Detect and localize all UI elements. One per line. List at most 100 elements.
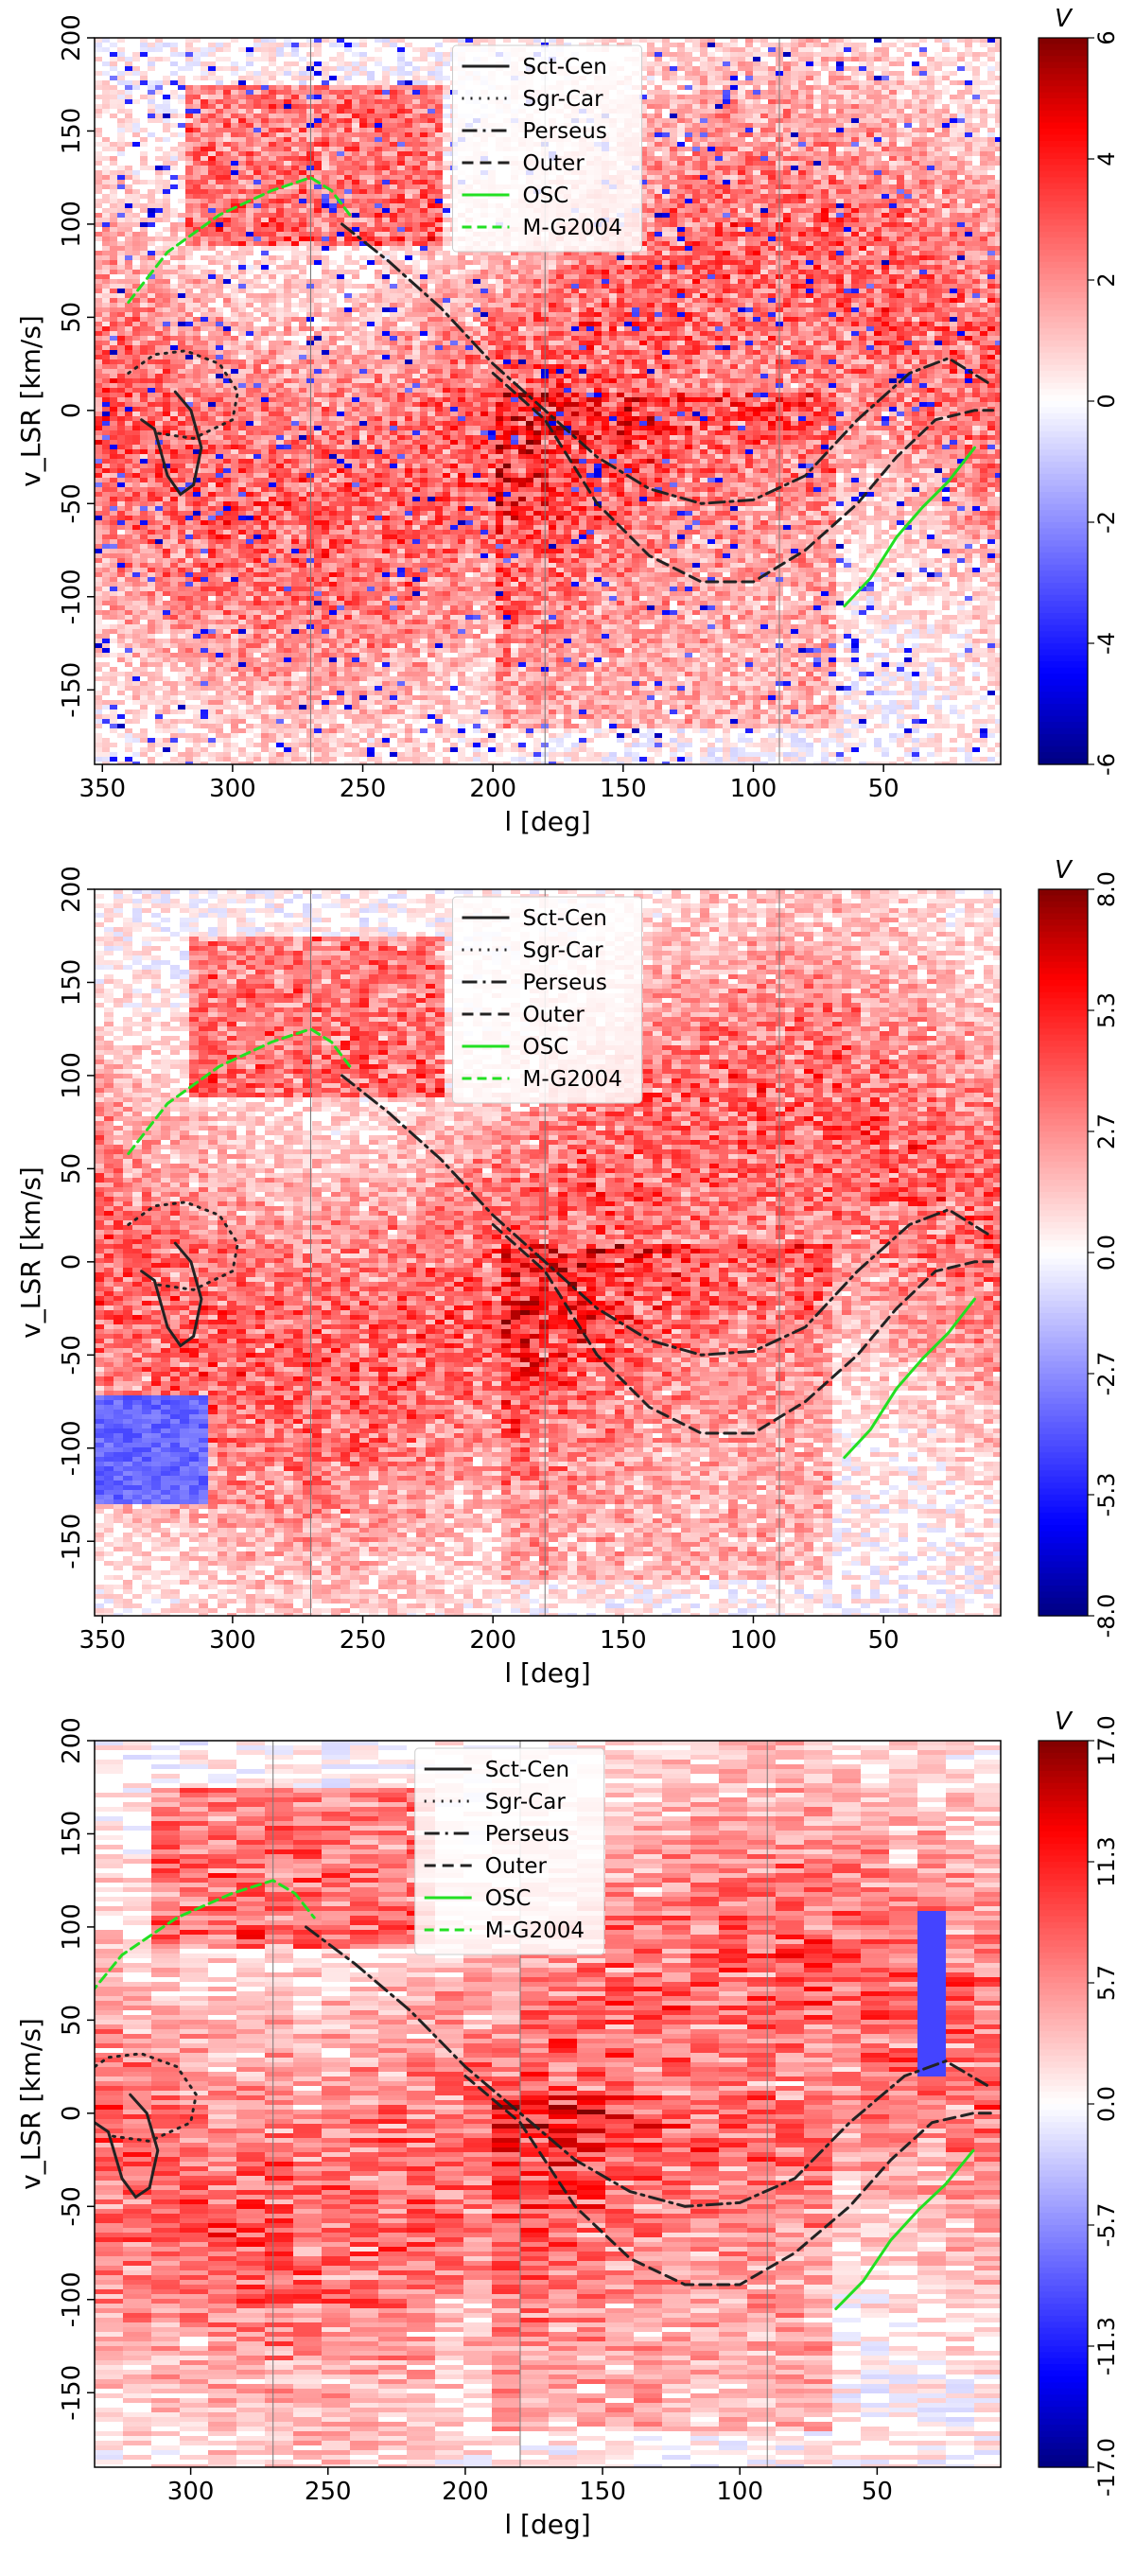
heatmap-cell — [185, 610, 193, 615]
heatmap-cell — [117, 359, 125, 364]
heatmap-cell — [163, 331, 170, 336]
heatmap-cell — [208, 497, 216, 501]
heatmap-cell — [329, 743, 337, 747]
heatmap-cell — [238, 331, 246, 336]
heatmap-cell — [337, 307, 344, 312]
heatmap-cell — [208, 175, 216, 180]
heatmap-cell — [337, 449, 344, 454]
heatmap-cell — [352, 762, 359, 764]
heatmap-cell — [208, 752, 216, 757]
heatmap-cell — [155, 572, 163, 577]
heatmap-cell — [231, 757, 238, 762]
heatmap-cell — [284, 412, 291, 416]
heatmap-cell — [246, 359, 253, 364]
heatmap-cell — [132, 274, 140, 279]
heatmap-cell — [140, 317, 148, 322]
heatmap-cell — [216, 520, 223, 525]
heatmap-cell — [231, 99, 238, 104]
heatmap-cell — [367, 99, 375, 104]
heatmap-cell — [155, 435, 163, 440]
heatmap-cell — [359, 203, 367, 208]
heatmap-cell — [216, 681, 223, 686]
heatmap-cell — [163, 397, 170, 402]
heatmap-cell — [269, 762, 276, 764]
heatmap-cell — [140, 492, 148, 497]
heatmap-cell — [216, 255, 223, 260]
heatmap-cell — [132, 251, 140, 255]
heatmap-cell — [102, 341, 110, 345]
heatmap-cell — [148, 90, 155, 95]
heatmap-cell — [201, 624, 208, 629]
heatmap-cell — [314, 563, 322, 568]
heatmap-cell — [201, 686, 208, 691]
heatmap-cell — [269, 539, 276, 544]
heatmap-cell — [193, 303, 201, 307]
heatmap-cell — [253, 213, 261, 218]
heatmap-cell — [284, 218, 291, 222]
heatmap-cell — [314, 255, 322, 260]
heatmap-cell — [344, 539, 352, 544]
heatmap-cell — [110, 161, 117, 166]
heatmap-cell — [95, 700, 102, 705]
heatmap-cell — [322, 728, 329, 733]
heatmap-cell — [148, 634, 155, 639]
heatmap-cell — [178, 341, 185, 345]
heatmap-cell — [132, 397, 140, 402]
heatmap-cell — [125, 672, 132, 676]
heatmap-cell — [155, 170, 163, 175]
heatmap-cell — [269, 530, 276, 534]
heatmap-cell — [231, 345, 238, 350]
heatmap-cell — [163, 118, 170, 123]
heatmap-cell — [117, 388, 125, 393]
heatmap-cell — [253, 175, 261, 180]
heatmap-cell — [110, 184, 117, 189]
heatmap-cell — [110, 487, 117, 492]
heatmap-cell — [238, 620, 246, 624]
heatmap-cell — [359, 218, 367, 222]
heatmap-cell — [216, 596, 223, 601]
heatmap-cell — [201, 123, 208, 128]
heatmap-cell — [344, 118, 352, 123]
heatmap-cell — [178, 184, 185, 189]
heatmap-cell — [125, 520, 132, 525]
heatmap-cell — [238, 459, 246, 464]
heatmap-cell — [132, 511, 140, 516]
heatmap-cell — [284, 350, 291, 355]
heatmap-cell — [201, 615, 208, 620]
heatmap-cell — [299, 279, 306, 284]
heatmap-cell — [95, 284, 102, 289]
heatmap-cell — [253, 137, 261, 142]
heatmap-cell — [208, 312, 216, 317]
heatmap-cell — [291, 653, 299, 657]
heatmap-cell — [148, 615, 155, 620]
heatmap-cell — [337, 629, 344, 634]
heatmap-cell — [314, 719, 322, 724]
heatmap-cell — [352, 459, 359, 464]
heatmap-cell — [253, 681, 261, 686]
heatmap-cell — [329, 549, 337, 553]
heatmap-cell — [117, 587, 125, 591]
heatmap-cell — [253, 459, 261, 464]
heatmap-cell — [299, 317, 306, 322]
heatmap-cell — [208, 657, 216, 662]
heatmap-cell — [170, 421, 178, 426]
heatmap-cell — [170, 596, 178, 601]
heatmap-cell — [276, 359, 284, 364]
heatmap-cell — [276, 90, 284, 95]
heatmap-cell — [117, 123, 125, 128]
heatmap-cell — [269, 114, 276, 118]
heatmap-cell — [314, 648, 322, 653]
heatmap-cell — [155, 520, 163, 525]
heatmap-cell — [322, 66, 329, 71]
heatmap-cell — [231, 293, 238, 298]
heatmap-cell — [329, 577, 337, 582]
heatmap-cell — [299, 218, 306, 222]
heatmap-cell — [193, 449, 201, 454]
heatmap-cell — [208, 95, 216, 99]
heatmap-cell — [110, 374, 117, 378]
heatmap-cell — [132, 435, 140, 440]
heatmap-cell — [185, 695, 193, 700]
heatmap-cell — [329, 738, 337, 743]
heatmap-cell — [276, 52, 284, 57]
heatmap-cell — [352, 544, 359, 549]
